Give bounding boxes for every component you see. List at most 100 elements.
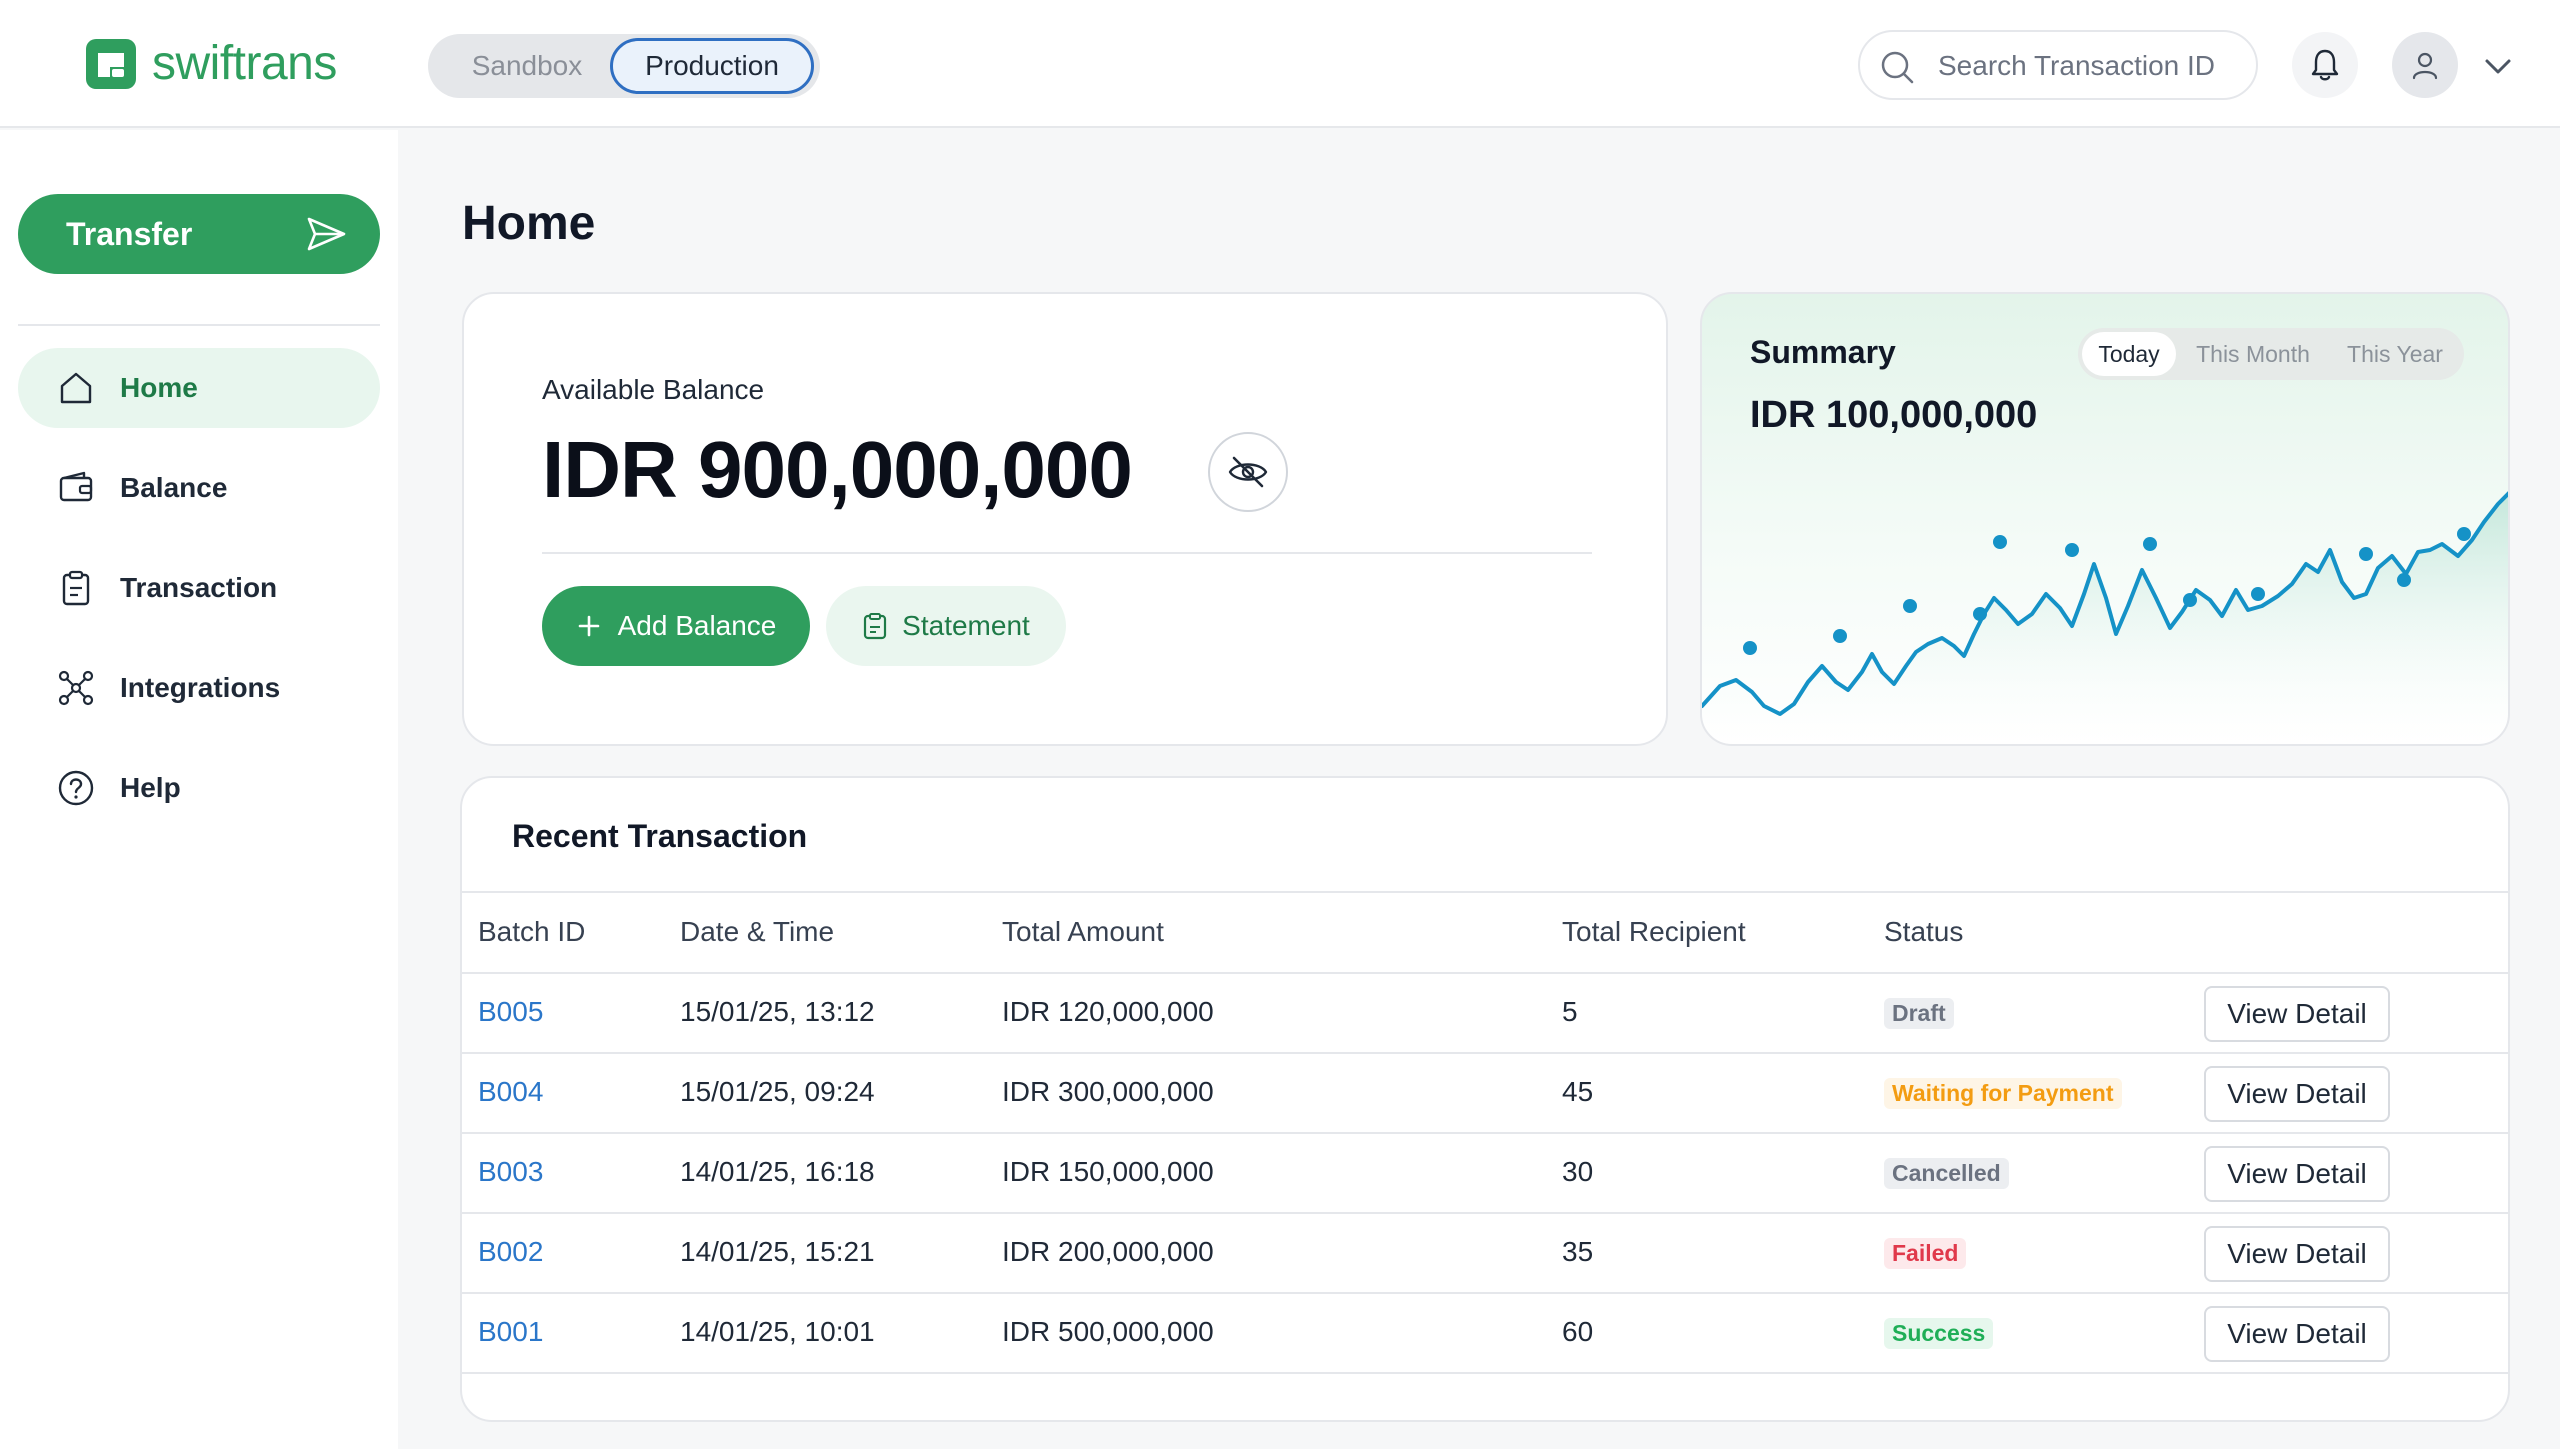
- env-sandbox-button[interactable]: Sandbox: [471, 50, 583, 81]
- datetime-cell: 15/01/25, 13:12: [680, 996, 875, 1027]
- transfer-button[interactable]: Transfer: [18, 194, 380, 274]
- sparkline-point: [2397, 573, 2411, 587]
- batch-id-link[interactable]: B004: [478, 1076, 544, 1107]
- send-icon: [307, 217, 346, 251]
- transfer-label: Transfer: [66, 216, 193, 252]
- summary-title: Summary: [1750, 334, 1896, 370]
- sidebar-item-integrations[interactable]: Integrations: [18, 648, 380, 728]
- home-icon: [60, 372, 92, 404]
- recipient-cell: 5: [1562, 996, 1578, 1027]
- summary-period-tabs: Today This Month This Year: [2078, 328, 2464, 380]
- env-production-button[interactable]: Production: [610, 38, 814, 94]
- sparkline-points: [1743, 527, 2471, 655]
- batch-id-link[interactable]: B002: [478, 1236, 544, 1267]
- view-detail-button[interactable]: View Detail: [2204, 1146, 2390, 1202]
- summary-sparkline: [1702, 491, 2508, 744]
- datetime-cell: 14/01/25, 15:21: [680, 1236, 875, 1267]
- table-row: B002 14/01/25, 15:21 IDR 200,000,000 35 …: [462, 1212, 2508, 1292]
- tab-today[interactable]: Today: [2082, 332, 2176, 376]
- balance-card: Available Balance IDR 900,000,000 Add Ba…: [462, 292, 1668, 746]
- table-row: B003 14/01/25, 16:18 IDR 150,000,000 30 …: [462, 1132, 2508, 1212]
- table-divider: [462, 1372, 2508, 1374]
- hide-balance-button[interactable]: [1208, 432, 1288, 512]
- sidebar-item-balance[interactable]: Balance: [18, 448, 380, 528]
- brand-logo[interactable]: swiftrans: [84, 36, 337, 91]
- datetime-cell: 14/01/25, 10:01: [680, 1316, 875, 1347]
- tab-this-month[interactable]: This Month: [2196, 341, 2310, 367]
- sidebar-item-label: Help: [120, 772, 181, 803]
- table-row: B001 14/01/25, 10:01 IDR 500,000,000 60 …: [462, 1292, 2508, 1372]
- sidebar-item-help[interactable]: Help: [18, 748, 380, 828]
- sparkline-point: [2457, 527, 2471, 541]
- sidebar-item-label: Transaction: [120, 572, 278, 603]
- sparkline-point: [2359, 547, 2373, 561]
- sidebar: Transfer Home Balance Transaction: [0, 130, 398, 1449]
- batch-id-link[interactable]: B003: [478, 1156, 544, 1187]
- clipboard-icon: [864, 613, 887, 640]
- eye-off-icon: [1228, 456, 1268, 488]
- status-badge: Success: [1884, 1318, 1994, 1349]
- user-avatar[interactable]: [2392, 32, 2458, 98]
- sparkline-area: [1702, 494, 2508, 744]
- recent-title: Recent Transaction: [512, 818, 808, 854]
- sidebar-item-transaction[interactable]: Transaction: [18, 548, 380, 628]
- add-balance-label: Add Balance: [617, 610, 777, 641]
- notifications-button[interactable]: [2292, 32, 2358, 98]
- sparkline-point: [1973, 607, 1987, 621]
- summary-value: IDR 100,000,000: [1750, 394, 2038, 436]
- view-detail-button[interactable]: View Detail: [2204, 1306, 2390, 1362]
- sparkline-point: [1833, 629, 1847, 643]
- datetime-cell: 14/01/25, 16:18: [680, 1156, 875, 1187]
- sparkline-point: [2183, 593, 2197, 607]
- amount-cell: IDR 120,000,000: [1002, 996, 1214, 1027]
- recent-transaction-card: Recent Transaction Batch ID Date & Time …: [460, 776, 2510, 1422]
- chevron-down-icon[interactable]: [2480, 48, 2516, 84]
- help-icon: [58, 770, 94, 806]
- user-icon: [2412, 52, 2438, 80]
- column-header-status: Status: [1884, 916, 1964, 947]
- table-row: B004 15/01/25, 09:24 IDR 300,000,000 45 …: [462, 1052, 2508, 1132]
- search-input[interactable]: [1938, 42, 2244, 90]
- search-box: [1858, 30, 2258, 100]
- status-badge: Draft: [1884, 998, 1954, 1029]
- sidebar-item-label: Balance: [120, 472, 228, 503]
- recipient-cell: 35: [1562, 1236, 1594, 1267]
- page-title: Home: [462, 197, 596, 250]
- add-balance-button[interactable]: Add Balance: [542, 586, 810, 666]
- sidebar-item-home[interactable]: Home: [18, 348, 380, 428]
- table-row: B005 15/01/25, 13:12 IDR 120,000,000 5 D…: [462, 972, 2508, 1052]
- status-badge: Cancelled: [1884, 1158, 2009, 1189]
- amount-cell: IDR 500,000,000: [1002, 1316, 1214, 1347]
- view-detail-button[interactable]: View Detail: [2204, 1066, 2390, 1122]
- sparkline-point: [1903, 599, 1917, 613]
- amount-cell: IDR 300,000,000: [1002, 1076, 1214, 1107]
- sidebar-divider: [18, 324, 380, 326]
- recipient-cell: 30: [1562, 1156, 1594, 1187]
- batch-id-link[interactable]: B005: [478, 996, 544, 1027]
- status-badge: Failed: [1884, 1238, 1967, 1269]
- view-detail-button[interactable]: View Detail: [2204, 1226, 2390, 1282]
- bell-icon: [2311, 49, 2339, 81]
- summary-card: Summary Today This Month This Year IDR 1…: [1700, 292, 2510, 746]
- batch-id-link[interactable]: B001: [478, 1316, 544, 1347]
- column-header-date-time: Date & Time: [680, 916, 835, 947]
- statement-button[interactable]: Statement: [826, 586, 1066, 666]
- sparkline-point: [1743, 641, 1757, 655]
- datetime-cell: 15/01/25, 09:24: [680, 1076, 875, 1107]
- column-header-total-recipient: Total Recipient: [1562, 916, 1746, 947]
- status-badge: Waiting for Payment: [1884, 1078, 2122, 1109]
- table-divider: [462, 891, 2508, 893]
- column-header-batch-id: Batch ID: [478, 916, 586, 947]
- sparkline-line: [1702, 491, 2508, 716]
- sparkline-point: [2251, 587, 2265, 601]
- balance-value: IDR 900,000,000: [542, 425, 1133, 514]
- statement-label: Statement: [902, 610, 1030, 641]
- sidebar-item-label: Home: [120, 372, 198, 403]
- recipient-cell: 60: [1562, 1316, 1594, 1347]
- amount-cell: IDR 200,000,000: [1002, 1236, 1214, 1267]
- sparkline-point: [2065, 543, 2079, 557]
- sparkline-point: [2143, 537, 2157, 551]
- view-detail-button[interactable]: View Detail: [2204, 986, 2390, 1042]
- tab-this-year[interactable]: This Year: [2347, 341, 2443, 367]
- amount-cell: IDR 150,000,000: [1002, 1156, 1214, 1187]
